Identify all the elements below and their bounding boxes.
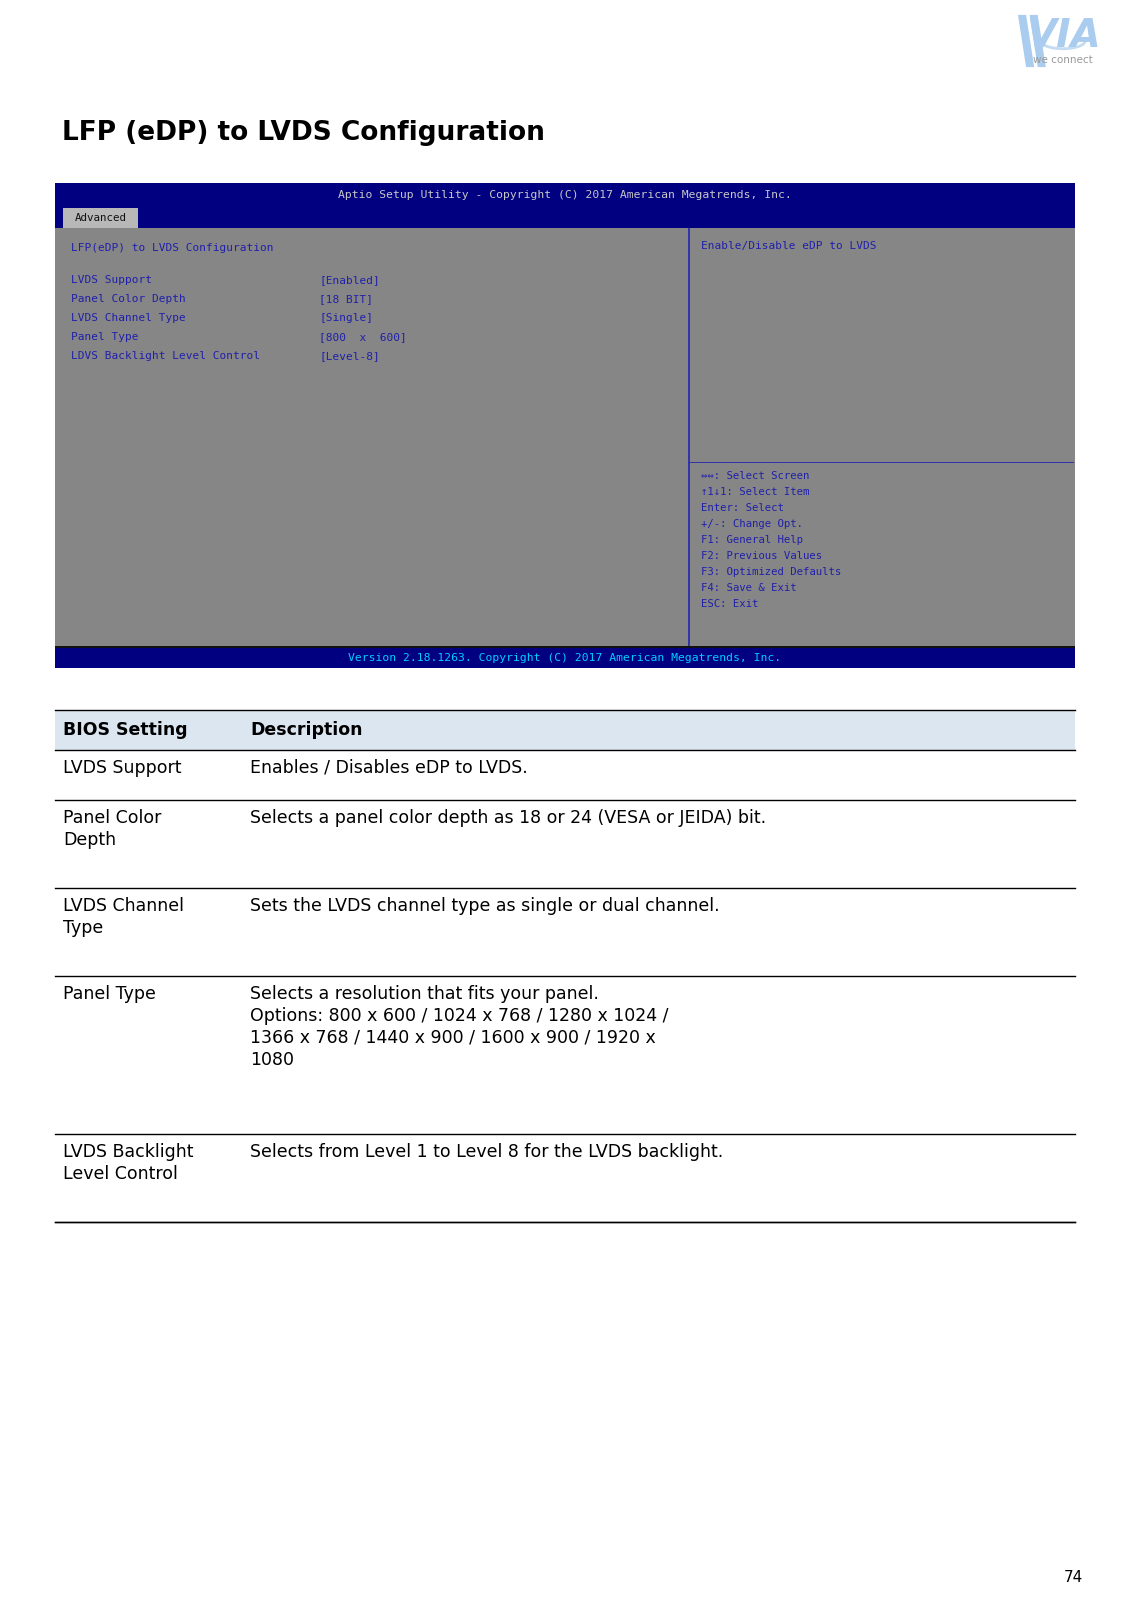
Text: ESC: Exit: ESC: Exit bbox=[700, 599, 758, 609]
Bar bbox=[55, 750, 1075, 799]
Text: 1080: 1080 bbox=[250, 1051, 294, 1069]
Bar bbox=[55, 976, 1075, 1134]
Bar bbox=[55, 1134, 1075, 1222]
Text: Enables / Disables eDP to LVDS.: Enables / Disables eDP to LVDS. bbox=[250, 759, 528, 777]
Bar bbox=[55, 208, 1075, 227]
Bar bbox=[55, 227, 689, 646]
Text: Advanced: Advanced bbox=[74, 213, 126, 223]
Text: Panel Color: Panel Color bbox=[63, 809, 161, 827]
Text: LDVS Backlight Level Control: LDVS Backlight Level Control bbox=[71, 351, 259, 360]
Text: Panel Color Depth: Panel Color Depth bbox=[71, 295, 186, 304]
Text: F2: Previous Values: F2: Previous Values bbox=[700, 551, 822, 561]
Polygon shape bbox=[1030, 14, 1046, 67]
Text: Panel Type: Panel Type bbox=[71, 332, 139, 341]
Text: Selects from Level 1 to Level 8 for the LVDS backlight.: Selects from Level 1 to Level 8 for the … bbox=[250, 1142, 723, 1161]
Text: Type: Type bbox=[63, 920, 104, 937]
Polygon shape bbox=[1017, 14, 1034, 67]
Text: [Level-8]: [Level-8] bbox=[319, 351, 380, 360]
Bar bbox=[689, 227, 1075, 646]
Bar bbox=[688, 227, 690, 646]
Text: F3: Optimized Defaults: F3: Optimized Defaults bbox=[700, 567, 841, 577]
Text: 1366 x 768 / 1440 x 900 / 1600 x 900 / 1920 x: 1366 x 768 / 1440 x 900 / 1600 x 900 / 1… bbox=[250, 1028, 655, 1048]
Bar bbox=[55, 227, 1075, 231]
Text: Options: 800 x 600 / 1024 x 768 / 1280 x 1024 /: Options: 800 x 600 / 1024 x 768 / 1280 x… bbox=[250, 1008, 669, 1025]
Text: we connect: we connect bbox=[1033, 54, 1093, 64]
Text: Panel Type: Panel Type bbox=[63, 985, 156, 1003]
Text: LFP(eDP) to LVDS Configuration: LFP(eDP) to LVDS Configuration bbox=[71, 244, 273, 253]
Text: LVDS Support: LVDS Support bbox=[63, 759, 182, 777]
Text: Depth: Depth bbox=[63, 831, 116, 849]
Text: [Single]: [Single] bbox=[319, 312, 373, 324]
Text: LFP (eDP) to LVDS Configuration: LFP (eDP) to LVDS Configuration bbox=[62, 120, 545, 146]
Text: LVDS Support: LVDS Support bbox=[71, 276, 152, 285]
Text: [800  x  600]: [800 x 600] bbox=[319, 332, 407, 341]
Text: VIA: VIA bbox=[1025, 18, 1101, 56]
Text: Enter: Select: Enter: Select bbox=[700, 503, 784, 513]
Text: LVDS Channel: LVDS Channel bbox=[63, 897, 184, 915]
Text: ⇔⇔: Select Screen: ⇔⇔: Select Screen bbox=[700, 471, 810, 481]
Text: F1: General Help: F1: General Help bbox=[700, 535, 803, 545]
Bar bbox=[55, 710, 1075, 750]
Text: Sets the LVDS channel type as single or dual channel.: Sets the LVDS channel type as single or … bbox=[250, 897, 720, 915]
Text: [Enabled]: [Enabled] bbox=[319, 276, 380, 285]
Text: F4: Save & Exit: F4: Save & Exit bbox=[700, 583, 796, 593]
Text: LVDS Backlight: LVDS Backlight bbox=[63, 1142, 194, 1161]
Text: Selects a resolution that fits your panel.: Selects a resolution that fits your pane… bbox=[250, 985, 599, 1003]
Text: Version 2.18.1263. Copyright (C) 2017 American Megatrends, Inc.: Version 2.18.1263. Copyright (C) 2017 Am… bbox=[349, 654, 782, 663]
Text: Aptio Setup Utility - Copyright (C) 2017 American Megatrends, Inc.: Aptio Setup Utility - Copyright (C) 2017… bbox=[338, 191, 792, 200]
Text: +/-: Change Opt.: +/-: Change Opt. bbox=[700, 519, 803, 529]
Text: Level Control: Level Control bbox=[63, 1165, 178, 1182]
Bar bbox=[55, 647, 1075, 668]
Text: ↑1↓1: Select Item: ↑1↓1: Select Item bbox=[700, 487, 810, 497]
Text: 74: 74 bbox=[1064, 1570, 1083, 1584]
Bar bbox=[55, 183, 1075, 668]
Text: BIOS Setting: BIOS Setting bbox=[63, 721, 187, 739]
Bar bbox=[55, 888, 1075, 976]
Text: Enable/Disable eDP to LVDS: Enable/Disable eDP to LVDS bbox=[700, 240, 876, 252]
Bar bbox=[55, 799, 1075, 888]
Text: Description: Description bbox=[250, 721, 362, 739]
Text: Selects a panel color depth as 18 or 24 (VESA or JEIDA) bit.: Selects a panel color depth as 18 or 24 … bbox=[250, 809, 766, 827]
Text: LVDS Channel Type: LVDS Channel Type bbox=[71, 312, 186, 324]
Bar bbox=[55, 183, 1075, 208]
Bar bbox=[63, 208, 138, 227]
Text: [18 BIT]: [18 BIT] bbox=[319, 295, 373, 304]
